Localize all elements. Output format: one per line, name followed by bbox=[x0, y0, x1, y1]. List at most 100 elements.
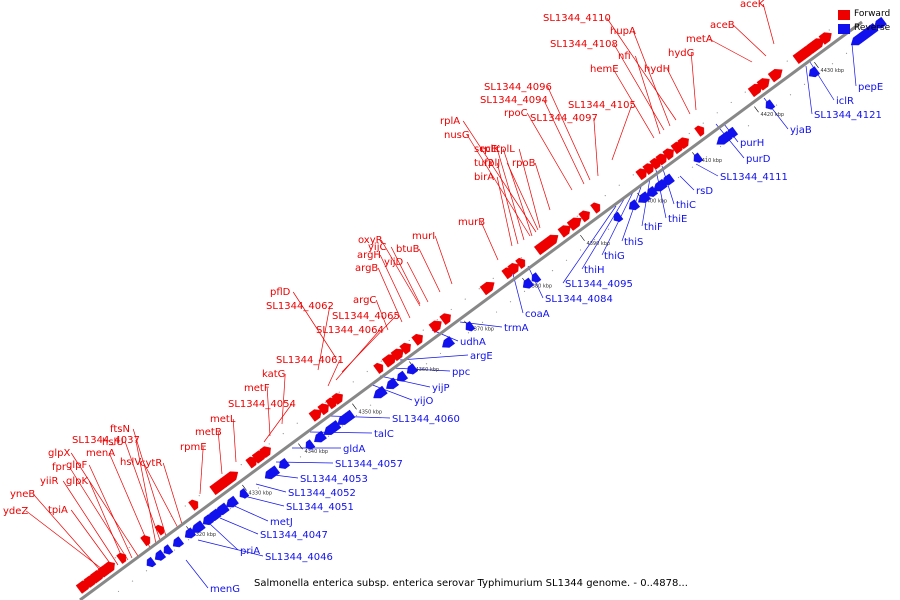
reverse-leader bbox=[255, 483, 287, 493]
reverse-gene-label: SL1344_4121 bbox=[814, 110, 882, 121]
forward-gene-label: yijC bbox=[368, 242, 386, 253]
forward-gene bbox=[635, 168, 647, 181]
forward-gene bbox=[479, 281, 495, 296]
forward-gene-label: btuB bbox=[396, 244, 420, 255]
reverse-gene-label: thiC bbox=[676, 200, 696, 211]
forward-gene-label: nusG bbox=[444, 130, 470, 141]
minor-tick-dot bbox=[828, 29, 830, 31]
reverse-gene bbox=[765, 99, 776, 110]
forward-gene-label: menA bbox=[86, 448, 115, 459]
forward-leader bbox=[502, 148, 533, 237]
forward-gene-label: glpK bbox=[66, 476, 88, 487]
reverse-gene-label: SL1344_4047 bbox=[260, 530, 328, 541]
minor-tick-dot bbox=[492, 277, 494, 279]
forward-gene bbox=[533, 234, 559, 256]
forward-gene-label: metA bbox=[686, 34, 713, 45]
minor-tick-dot bbox=[145, 570, 148, 572]
reverse-gene-label: rsD bbox=[696, 186, 713, 197]
reverse-gene-label: gldA bbox=[343, 444, 365, 455]
minor-tick-dot bbox=[604, 194, 606, 197]
scale-tick-label: 4400 kbp bbox=[644, 199, 668, 205]
forward-gene bbox=[557, 225, 571, 238]
minor-tick-dot bbox=[257, 487, 260, 489]
minor-tick-dot bbox=[229, 508, 232, 510]
forward-gene bbox=[103, 561, 115, 574]
reverse-gene-label: SL1344_4051 bbox=[286, 502, 354, 513]
forward-gene-label: metB bbox=[195, 427, 222, 438]
minor-tick-dot bbox=[425, 363, 428, 365]
forward-leader bbox=[434, 235, 453, 285]
forward-leader bbox=[377, 267, 403, 323]
minor-tick-dot bbox=[761, 114, 764, 117]
minor-tick-dot bbox=[677, 176, 680, 179]
minor-tick-dot bbox=[593, 239, 596, 241]
reverse-gene bbox=[406, 363, 419, 375]
forward-leader bbox=[199, 446, 204, 495]
minor-tick-dot bbox=[719, 145, 722, 148]
forward-leader bbox=[613, 43, 665, 131]
reverse-gene-label: trmA bbox=[504, 323, 529, 334]
reverse-gene bbox=[638, 191, 651, 203]
forward-leader bbox=[496, 148, 525, 241]
forward-gene-label: SL1344_4108 bbox=[550, 39, 618, 50]
forward-gene-label: rpoC bbox=[504, 108, 528, 119]
forward-leader bbox=[612, 68, 655, 139]
forward-leader bbox=[70, 452, 139, 557]
forward-leader bbox=[70, 509, 113, 567]
reverse-gene-label: coaA bbox=[525, 309, 550, 320]
forward-leader bbox=[379, 254, 411, 319]
reverse-gene-label: SL1344_4084 bbox=[545, 294, 613, 305]
forward-gene-label: SL1344_4094 bbox=[480, 95, 548, 106]
forward-gene bbox=[439, 313, 451, 326]
reverse-leader bbox=[655, 169, 667, 219]
forward-gene-label: SL1344_4037 bbox=[72, 435, 140, 446]
reverse-leader bbox=[621, 183, 643, 242]
forward-gene bbox=[767, 69, 783, 83]
forward-gene bbox=[590, 202, 601, 214]
reverse-leader bbox=[185, 559, 209, 589]
forward-leader bbox=[132, 428, 167, 537]
forward-gene-label: SL1344_4110 bbox=[543, 13, 611, 24]
forward-gene-label: glpX bbox=[48, 448, 70, 459]
minor-tick-dot bbox=[408, 339, 410, 342]
scale-tick-label: 4330 kbp bbox=[249, 491, 273, 497]
reverse-gene bbox=[646, 185, 659, 197]
forward-gene-label: tpiA bbox=[48, 505, 68, 516]
reverse-gene-label: thiS bbox=[624, 237, 643, 248]
forward-leader bbox=[32, 493, 101, 571]
forward-gene bbox=[331, 393, 343, 405]
minor-tick-dot bbox=[338, 391, 340, 393]
forward-gene-label: argB bbox=[355, 263, 378, 274]
forward-gene-label: rplJ bbox=[484, 158, 500, 169]
forward-leader bbox=[635, 55, 661, 135]
forward-gene-label: hupA bbox=[610, 26, 636, 37]
reverse-gene-label: SL1344_4057 bbox=[335, 459, 403, 470]
scale-tick bbox=[352, 403, 357, 410]
minor-tick-dot bbox=[618, 184, 620, 186]
genome-caption: Salmonella enterica subsp. enterica sero… bbox=[254, 578, 688, 589]
forward-leader bbox=[496, 176, 513, 247]
reverse-gene-label: udhA bbox=[460, 337, 486, 348]
reverse-gene-label: iclR bbox=[836, 96, 854, 107]
forward-leader bbox=[480, 221, 499, 261]
minor-tick-dot bbox=[299, 456, 302, 458]
forward-leader bbox=[466, 134, 531, 237]
reverse-gene bbox=[522, 277, 535, 289]
minor-tick-dot bbox=[128, 546, 130, 549]
reverse-gene bbox=[386, 377, 399, 390]
forward-gene bbox=[655, 153, 667, 166]
minor-tick-dot bbox=[380, 360, 382, 362]
forward-leader bbox=[518, 148, 541, 229]
reverse-leader bbox=[601, 189, 635, 256]
minor-tick-dot bbox=[282, 432, 284, 435]
reverse-gene bbox=[305, 439, 316, 450]
minor-tick-dot bbox=[551, 270, 554, 272]
reverse-leader bbox=[243, 495, 285, 507]
minor-tick-dot bbox=[450, 308, 452, 311]
forward-gene-label: murI bbox=[412, 231, 435, 242]
reverse-leader bbox=[695, 163, 719, 177]
forward-leader bbox=[606, 17, 677, 121]
reverse-gene bbox=[268, 465, 281, 477]
legend-forward: Forward bbox=[838, 8, 900, 22]
